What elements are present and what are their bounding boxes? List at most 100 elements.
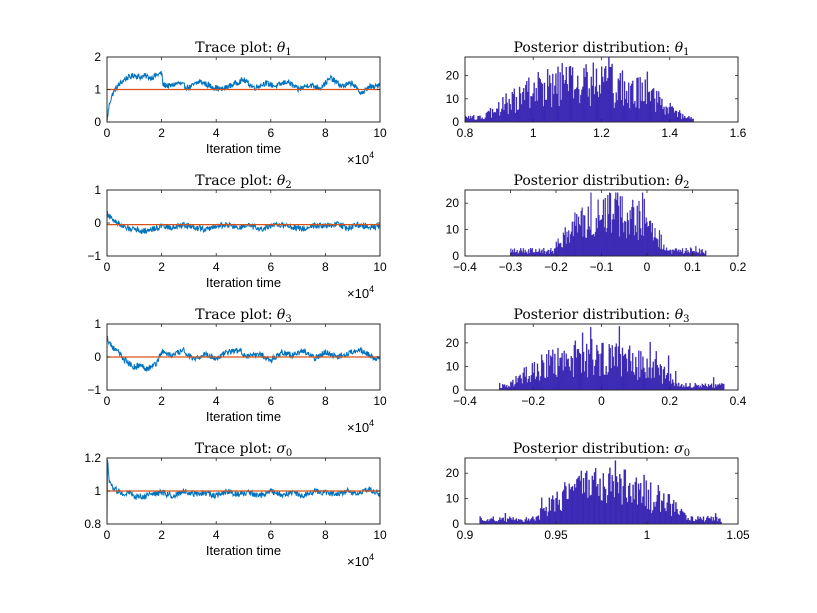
posterior-hist-4-bar (487, 519, 489, 524)
posterior-hist-3-bar (572, 376, 575, 390)
trace-plot-1-xtick-label: 4 (213, 126, 220, 140)
posterior-hist-1-bar (540, 82, 543, 122)
posterior-hist-1-bar (604, 68, 606, 122)
trace-plot-4-ytick-label: 1 (94, 484, 101, 498)
posterior-hist-2-xtick-label: −0.4 (453, 260, 477, 274)
posterior-hist-2-bar (590, 192, 592, 256)
posterior-hist-3-bar (618, 326, 621, 390)
posterior-hist-4-bar (538, 519, 541, 524)
trace-plot-4-xlabel: Iteration time (206, 543, 281, 558)
posterior-hist-1-bar (506, 102, 508, 122)
posterior-hist-3-bar (712, 377, 715, 390)
posterior-hist-3-bar (534, 379, 537, 390)
posterior-hist-4-bar (667, 494, 669, 524)
posterior-hist-4-bar (605, 503, 608, 524)
trace-plot-2-title-text: Trace plot: (195, 173, 277, 189)
posterior-hist-1-bar (676, 117, 679, 122)
posterior-hist-3-bar (645, 378, 647, 390)
posterior-hist-1-bar (596, 91, 599, 122)
posterior-hist-1-bar (478, 116, 480, 122)
posterior-hist-1-bar (501, 108, 503, 122)
posterior-hist-1-bar (602, 76, 604, 122)
posterior-hist-1-bar (598, 84, 601, 122)
posterior-hist-1-bar (466, 118, 469, 122)
posterior-hist-3-bar (616, 366, 619, 390)
posterior-hist-4-bar (575, 487, 577, 524)
posterior-hist-1-bar (679, 113, 682, 122)
posterior-hist-4-bar (591, 475, 594, 524)
trace-plot-2-ytick-label: 0 (94, 216, 101, 230)
posterior-hist-3-bar (694, 382, 696, 390)
posterior-hist-4-bar (633, 499, 635, 524)
posterior-hist-1-bar (589, 106, 591, 122)
posterior-hist-2-ytick-label: 10 (446, 223, 460, 237)
posterior-hist-1-bar (546, 69, 549, 122)
posterior-hist-4-bar (714, 513, 717, 524)
posterior-hist-1-bar (561, 63, 563, 122)
posterior-hist-2-ytick-label: 0 (452, 249, 459, 263)
trace-plot-2-title-symbol: θ (277, 173, 286, 189)
posterior-hist-4-bar (611, 475, 613, 524)
posterior-hist-1-bar (539, 79, 542, 122)
posterior-hist-1-bar (523, 88, 525, 122)
posterior-hist-1-bar (671, 106, 673, 122)
posterior-hist-4-bar (495, 520, 498, 524)
posterior-hist-3-bar (631, 371, 633, 390)
posterior-hist-4-bar (666, 502, 668, 524)
posterior-hist-4-bar (708, 517, 710, 524)
posterior-hist-3-bar (683, 385, 685, 390)
trace-plot-4-title: Trace plot: σ0 (195, 441, 293, 459)
posterior-hist-3-bar (505, 386, 507, 390)
posterior-hist-4-bar (574, 483, 576, 524)
posterior-hist-1-xtick-label: 1.4 (661, 126, 678, 140)
posterior-hist-1-bar (632, 80, 634, 122)
posterior-hist-1-bar (530, 96, 532, 122)
posterior-hist-3-bar (568, 366, 570, 390)
posterior-hist-4-bar (678, 515, 680, 524)
posterior-hist-2-bars (510, 192, 707, 256)
posterior-hist-1-bar (658, 91, 660, 122)
posterior-hist-3-bar (587, 377, 589, 390)
posterior-hist-3-bar (613, 365, 615, 390)
posterior-hist-4-bar (643, 474, 645, 524)
posterior-hist-4-bar (561, 491, 564, 524)
posterior-hist-1-bar (528, 77, 530, 122)
posterior-hist-1-bar (489, 108, 492, 122)
posterior-hist-3-bar (635, 356, 637, 390)
posterior-hist-4-bar (634, 481, 636, 524)
posterior-hist-3-bar (647, 377, 649, 390)
trace-plot-3-ytick-label: 1 (94, 317, 101, 331)
posterior-hist-1-bar (688, 115, 690, 122)
posterior-hist-2-bar (660, 234, 662, 256)
posterior-hist-1-bar (525, 84, 527, 122)
posterior-hist-4-bar (499, 517, 501, 524)
posterior-hist-3-bar (523, 367, 525, 390)
posterior-hist-4-bar (508, 518, 510, 524)
posterior-hist-4-bar (542, 508, 544, 524)
posterior-hist-3-bar (526, 382, 528, 390)
posterior-hist-1-bar (677, 112, 680, 122)
posterior-hist-3-bar (609, 347, 611, 390)
posterior-hist-2-bar (658, 230, 661, 256)
posterior-hist-1-bar (630, 85, 632, 122)
posterior-hist-1-bar (649, 101, 652, 122)
posterior-hist-1-ytick-label: 10 (446, 92, 460, 106)
posterior-hist-4-bar (607, 495, 609, 524)
posterior-hist-4-bar (697, 516, 699, 524)
posterior-hist-3-bar (676, 383, 678, 390)
posterior-hist-2-bar (641, 192, 644, 256)
posterior-hist-3-bar (648, 367, 650, 390)
posterior-hist-4-bar (581, 493, 584, 524)
posterior-hist-4-bar (556, 491, 558, 524)
posterior-hist-1-bar (605, 66, 607, 122)
posterior-hist-3-bar (558, 365, 560, 390)
trace-plot-1-xtick-label: 8 (322, 126, 329, 140)
posterior-hist-4-bar (513, 520, 515, 524)
posterior-hist-3-bar (594, 366, 596, 390)
posterior-hist-4-bar (521, 519, 523, 524)
posterior-hist-3-bar (576, 349, 579, 390)
trace-plot-3-xlabel: Iteration time (206, 409, 281, 424)
posterior-hist-2-bar (651, 223, 653, 256)
posterior-hist-3-bar (627, 349, 630, 390)
posterior-hist-1-bar (626, 102, 629, 122)
